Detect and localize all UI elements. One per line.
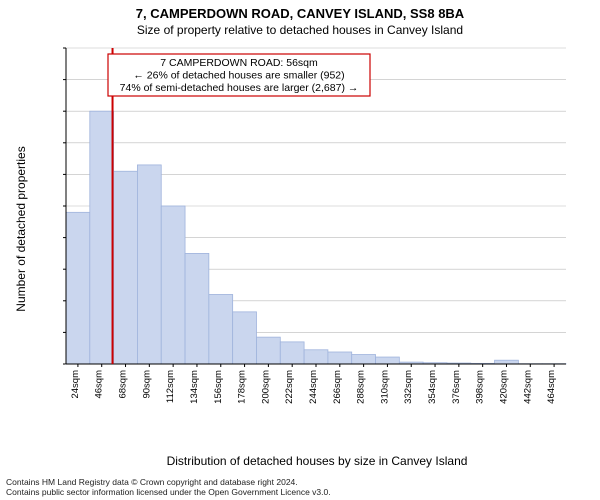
histogram-bar bbox=[114, 171, 138, 364]
x-tick-label: 222sqm bbox=[284, 370, 295, 404]
histogram-svg: 0100200300400500600700800900100024sqm46s… bbox=[62, 44, 572, 414]
histogram-bar bbox=[495, 360, 519, 364]
histogram-bar bbox=[66, 212, 90, 364]
attribution: Contains HM Land Registry data © Crown c… bbox=[0, 477, 600, 498]
histogram-bar bbox=[328, 352, 352, 364]
histogram-bar bbox=[90, 111, 114, 364]
histogram-bar bbox=[137, 165, 161, 364]
annotation-line: 74% of semi-detached houses are larger (… bbox=[120, 82, 359, 94]
x-tick-label: 398sqm bbox=[475, 370, 486, 404]
x-tick-label: 24sqm bbox=[70, 370, 81, 399]
x-tick-label: 156sqm bbox=[213, 370, 224, 404]
chart-container: 7, CAMPERDOWN ROAD, CANVEY ISLAND, SS8 8… bbox=[0, 0, 600, 500]
y-axis-label: Number of detached properties bbox=[14, 44, 34, 414]
chart-title: 7, CAMPERDOWN ROAD, CANVEY ISLAND, SS8 8… bbox=[0, 0, 600, 21]
histogram-bar bbox=[256, 337, 280, 364]
histogram-bar bbox=[280, 342, 304, 364]
x-tick-label: 354sqm bbox=[427, 370, 438, 404]
attribution-line: Contains public sector information licen… bbox=[6, 487, 600, 498]
x-tick-label: 464sqm bbox=[546, 370, 557, 404]
x-tick-label: 46sqm bbox=[94, 370, 105, 399]
x-tick-label: 178sqm bbox=[237, 370, 248, 404]
x-tick-label: 90sqm bbox=[141, 370, 152, 399]
plot-area: 0100200300400500600700800900100024sqm46s… bbox=[62, 44, 572, 414]
annotation-line: 7 CAMPERDOWN ROAD: 56sqm bbox=[160, 57, 318, 69]
histogram-bar bbox=[185, 253, 209, 364]
x-tick-label: 266sqm bbox=[332, 370, 343, 404]
x-tick-label: 134sqm bbox=[189, 370, 200, 404]
x-tick-label: 332sqm bbox=[403, 370, 414, 404]
histogram-bar bbox=[376, 357, 400, 364]
histogram-bar bbox=[161, 206, 185, 364]
x-tick-label: 310sqm bbox=[379, 370, 390, 404]
x-axis-label: Distribution of detached houses by size … bbox=[62, 454, 572, 468]
attribution-line: Contains HM Land Registry data © Crown c… bbox=[6, 477, 600, 488]
x-tick-label: 376sqm bbox=[451, 370, 462, 404]
chart-subtitle: Size of property relative to detached ho… bbox=[0, 21, 600, 37]
x-tick-label: 112sqm bbox=[165, 370, 176, 403]
x-tick-label: 442sqm bbox=[522, 370, 533, 404]
x-tick-label: 420sqm bbox=[498, 370, 509, 404]
annotation-line: ← 26% of detached houses are smaller (95… bbox=[133, 70, 344, 82]
histogram-bar bbox=[233, 312, 257, 364]
histogram-bar bbox=[352, 355, 376, 364]
histogram-bar bbox=[209, 294, 233, 364]
x-tick-label: 68sqm bbox=[118, 370, 129, 399]
x-tick-label: 288sqm bbox=[356, 370, 367, 404]
x-tick-label: 200sqm bbox=[260, 370, 271, 404]
histogram-bar bbox=[304, 350, 328, 364]
x-tick-label: 244sqm bbox=[308, 370, 319, 404]
